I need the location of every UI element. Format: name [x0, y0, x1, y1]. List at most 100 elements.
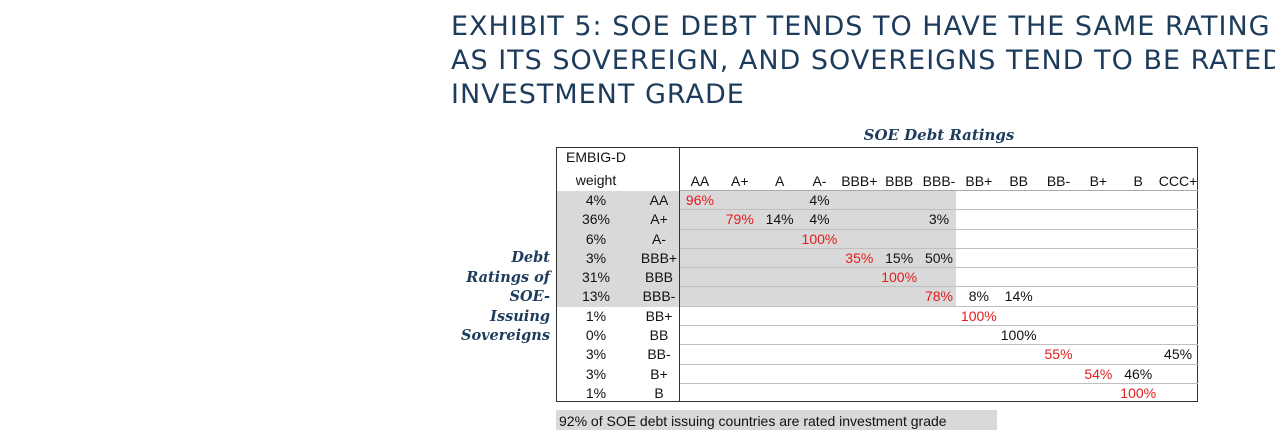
matrix-cell	[1039, 384, 1079, 403]
matrix-cell	[720, 307, 760, 326]
matrix-cell	[999, 345, 1039, 364]
table-row: 31% BBB 100%	[557, 268, 1198, 288]
matrix-cell	[760, 287, 800, 306]
matrix-cell	[1158, 210, 1198, 229]
sovereign-rating-cell: B+	[650, 365, 668, 382]
matrix-cell: 54%	[1084, 365, 1113, 382]
weight-cell: 3%	[585, 249, 607, 266]
matrix-cell: 14%	[1004, 288, 1033, 305]
matrix-cell	[680, 307, 720, 326]
matrix-cell	[1158, 365, 1198, 384]
row-divider	[680, 228, 1198, 230]
rating-column-header: B+	[1089, 173, 1108, 189]
rating-column-header: B	[1133, 173, 1143, 189]
matrix-cell	[1078, 384, 1118, 403]
sovereign-rating-cell: A-	[652, 230, 666, 247]
matrix-cell	[760, 230, 800, 249]
sovereign-rating-cell: BB-	[647, 346, 671, 363]
matrix-cell	[879, 365, 919, 384]
matrix-cell	[680, 230, 720, 249]
sovereign-rating-cell: AA	[649, 192, 669, 208]
matrix-cell	[720, 191, 760, 210]
matrix-cell	[1118, 191, 1158, 210]
matrix-rows: 4% AA 96% 4% 36% A+ 79% 14% 4% 3% 6% A- 100% 3% BBB+ 35…	[557, 191, 1198, 403]
matrix-cell	[720, 345, 760, 364]
row-group-label-line: Issuing	[490, 307, 550, 325]
table-row: 1% B 100%	[557, 384, 1198, 403]
matrix-cell	[999, 365, 1039, 384]
matrix-cell	[680, 365, 720, 384]
weight-cell: 13%	[581, 288, 611, 305]
matrix-cell	[680, 345, 720, 364]
matrix-cell: 8%	[968, 288, 989, 305]
matrix-cell	[999, 249, 1039, 268]
sovereign-rating-cell: BBB-	[642, 288, 676, 305]
rating-column-header: BBB+	[841, 173, 878, 189]
matrix-cell: 4%	[809, 192, 830, 208]
rating-column-header: BB+	[965, 173, 993, 189]
matrix-cell	[1078, 326, 1118, 345]
rating-column-header: A+	[731, 173, 749, 189]
matrix-cell	[1039, 326, 1079, 345]
row-divider	[680, 247, 1198, 249]
matrix-cell	[879, 345, 919, 364]
table-row: 6% A- 100%	[557, 230, 1198, 249]
matrix-cell	[720, 268, 760, 287]
matrix-cell	[760, 249, 800, 268]
column-group-title: SOE Debt Ratings	[863, 126, 1015, 144]
matrix-cell	[1118, 230, 1158, 249]
matrix-cell: 35%	[845, 249, 874, 266]
row-divider	[680, 344, 1198, 346]
matrix-cell: 100%	[960, 307, 997, 324]
sovereign-rating-cell: A+	[650, 211, 668, 228]
weight-cell: 0%	[585, 327, 607, 344]
matrix-cell	[879, 287, 919, 306]
matrix-cell	[760, 326, 800, 345]
table-row: 36% A+ 79% 14% 4% 3%	[557, 210, 1198, 230]
row-divider	[680, 363, 1198, 365]
rating-column-header: A	[774, 173, 785, 189]
matrix-cell	[839, 307, 879, 326]
rating-column-header: BBB	[885, 173, 914, 189]
weight-cell: 1%	[585, 384, 607, 401]
matrix-cell	[720, 249, 760, 268]
matrix-cell	[680, 384, 720, 403]
row-divider	[680, 382, 1198, 384]
matrix-cell	[919, 191, 959, 210]
column-divider	[679, 148, 680, 401]
shaded-investment-grade-region	[680, 191, 956, 307]
matrix-cell	[1158, 191, 1198, 210]
matrix-cell	[1039, 249, 1079, 268]
matrix-cell	[1039, 307, 1079, 326]
matrix-cell	[879, 307, 919, 326]
matrix-cell	[1078, 287, 1118, 306]
matrix-cell	[680, 326, 720, 345]
rating-column-headers: AA A+ A A- BBB+ BBB BBB- BB+ BB BB- B+ B CCC+	[680, 173, 1198, 190]
matrix-cell: 4%	[809, 211, 830, 228]
matrix-cell	[1078, 307, 1118, 326]
matrix-cell	[800, 307, 840, 326]
ratings-matrix-table: EMBIG-D weight AA A+ A A- BBB+ BBB BBB- BB+ BB BB…	[556, 147, 1198, 402]
matrix-cell	[1118, 326, 1158, 345]
matrix-cell	[800, 249, 840, 268]
weight-cell: 36%	[581, 211, 611, 228]
matrix-cell	[1039, 365, 1079, 384]
matrix-cell	[1118, 345, 1158, 364]
row-group-label-line: Sovereigns	[460, 327, 550, 344]
matrix-cell	[1078, 249, 1118, 268]
rating-column-header: AA	[690, 173, 710, 189]
matrix-cell	[839, 210, 879, 229]
matrix-cell	[760, 384, 800, 403]
matrix-cell: 14%	[765, 211, 794, 228]
matrix-cell	[839, 345, 879, 364]
matrix-cell	[919, 345, 959, 364]
matrix-cell: 78%	[924, 288, 953, 305]
matrix-cell: 100%	[1000, 327, 1037, 344]
matrix-cell: 45%	[1164, 346, 1193, 363]
matrix-cell	[879, 191, 919, 210]
matrix-cell: 100%	[1120, 384, 1157, 401]
shaded-investment-grade-region	[557, 191, 679, 307]
row-divider	[680, 305, 1198, 307]
weight-cell: 1%	[585, 307, 607, 324]
matrix-cell	[1158, 249, 1198, 268]
